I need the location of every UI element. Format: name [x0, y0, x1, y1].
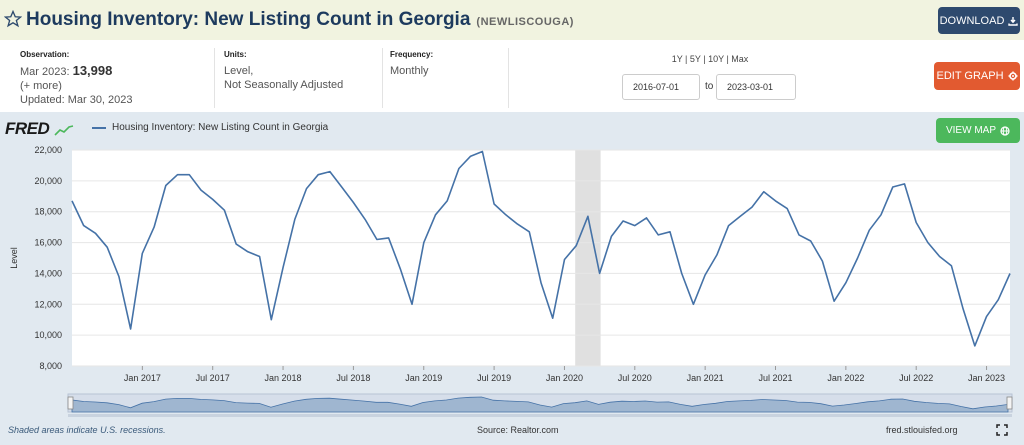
observation-value: 13,998 — [72, 63, 113, 78]
range-max-link[interactable]: Max — [731, 54, 749, 64]
range-5y-link[interactable]: 5Y — [689, 54, 701, 64]
x-tick-label: Jul 2020 — [618, 373, 652, 383]
chart-legend: Housing Inventory: New Listing Count in … — [92, 122, 328, 133]
edit-graph-label: EDIT GRAPH — [936, 70, 1004, 82]
units-label: Units: — [224, 50, 247, 59]
legend-label: Housing Inventory: New Listing Count in … — [112, 122, 329, 133]
navigator-right-handle[interactable] — [1006, 396, 1013, 410]
x-tick-label: Jan 2022 — [827, 373, 864, 383]
end-date-input[interactable]: 2023-03-01 — [716, 74, 796, 100]
x-tick-label: Jan 2019 — [405, 373, 442, 383]
fullscreen-icon[interactable] — [996, 424, 1008, 436]
range-1y-link[interactable]: 1Y — [671, 54, 683, 64]
header-bar: Housing Inventory: New Listing Count in … — [0, 0, 1024, 40]
range-10y-link[interactable]: 10Y — [708, 54, 724, 64]
divider — [508, 48, 509, 108]
x-tick-label: Jan 2017 — [124, 373, 161, 383]
frequency-value: Monthly — [390, 65, 429, 77]
observation-line: Mar 2023: 13,998 — [20, 64, 133, 79]
units-block: Units: Level, Not Seasonally Adjusted — [224, 48, 343, 92]
y-tick-label: 18,000 — [34, 207, 62, 217]
recession-note: Shaded areas indicate U.S. recessions. — [8, 425, 166, 435]
y-tick-label: 12,000 — [34, 299, 62, 309]
page-title: Housing Inventory: New Listing Count in … — [26, 9, 574, 31]
x-tick-label: Jul 2018 — [336, 373, 370, 383]
date-range-links: 1Y | 5Y | 10Y | Max — [671, 54, 749, 64]
y-tick-label: 16,000 — [34, 238, 62, 248]
view-map-label: VIEW MAP — [945, 125, 996, 136]
x-tick-label: Jul 2017 — [196, 373, 230, 383]
observation-label: Observation: — [20, 50, 70, 59]
x-tick-label: Jul 2022 — [899, 373, 933, 383]
fred-logo-graph-icon — [53, 124, 73, 136]
download-button[interactable]: DOWNLOAD — [938, 7, 1020, 34]
view-map-button[interactable]: VIEW MAP — [936, 118, 1020, 143]
start-date-input[interactable]: 2016-07-01 — [622, 74, 700, 100]
source-note: Source: Realtor.com — [477, 425, 559, 435]
download-icon — [1008, 16, 1019, 26]
fred-logo: FRED — [5, 119, 74, 139]
x-tick-label: Jul 2021 — [758, 373, 792, 383]
navigator-series — [71, 396, 1009, 413]
frequency-label: Frequency: — [390, 50, 434, 59]
observation-block: Observation: Mar 2023: 13,998 (+ more) U… — [20, 48, 133, 107]
series-title: Housing Inventory: New Listing Count in … — [26, 9, 471, 30]
units-line-1: Level, — [224, 65, 254, 77]
y-tick-label: 10,000 — [34, 330, 62, 340]
divider — [382, 48, 383, 108]
globe-icon — [1000, 125, 1010, 136]
x-tick-label: Jan 2023 — [968, 373, 1005, 383]
x-tick-label: Jan 2018 — [265, 373, 302, 383]
y-tick-label: 8,000 — [39, 361, 62, 371]
y-tick-label: 20,000 — [34, 176, 62, 186]
units-line-2: Not Seasonally Adjusted — [224, 79, 344, 91]
gear-icon — [1008, 71, 1018, 81]
legend-swatch — [92, 126, 106, 129]
series-meta: Observation: Mar 2023: 13,998 (+ more) U… — [0, 40, 1024, 112]
x-tick-label: Jan 2020 — [546, 373, 583, 383]
to-label: to — [705, 81, 714, 92]
plot-area — [72, 150, 1010, 366]
series-line — [71, 150, 1011, 347]
divider — [214, 48, 215, 108]
site-link[interactable]: fred.stlouisfed.org — [886, 425, 958, 435]
x-tick-label: Jul 2019 — [477, 373, 511, 383]
x-tick-label: Jan 2021 — [687, 373, 724, 383]
fred-logo-text: FRED — [5, 119, 50, 138]
y-tick-label: 14,000 — [34, 268, 62, 278]
more-link[interactable]: (+ more) — [20, 80, 62, 92]
updated-date: Updated: Mar 30, 2023 — [20, 94, 133, 106]
download-label: DOWNLOAD — [939, 14, 1005, 27]
y-axis-label: Level — [9, 247, 19, 269]
observation-date: Mar 2023: — [20, 66, 70, 78]
y-tick-label: 22,000 — [34, 145, 62, 155]
series-id: (NEWLISCOUGA) — [476, 16, 574, 28]
frequency-block: Frequency: Monthly — [390, 48, 433, 78]
navigator-scrollbar[interactable] — [68, 414, 1012, 417]
navigator-left-handle[interactable] — [67, 396, 74, 410]
star-icon[interactable] — [4, 10, 22, 28]
edit-graph-button[interactable]: EDIT GRAPH — [934, 62, 1020, 90]
line-chart[interactable]: 8,000 10,000 12,000 14,000 16,000 18,000 20,00… — [0, 140, 1024, 422]
